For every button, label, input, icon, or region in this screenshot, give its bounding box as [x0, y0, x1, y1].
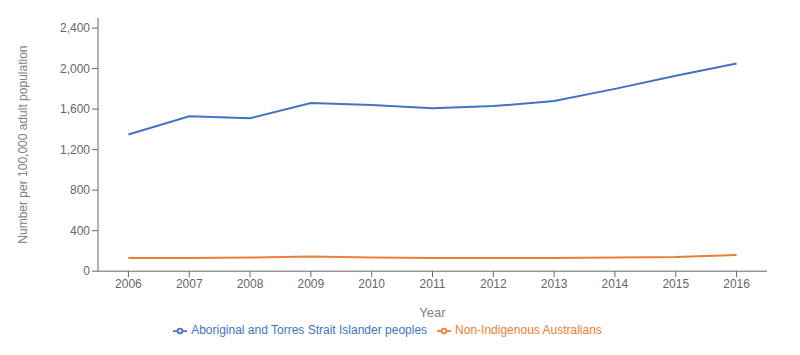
svg-text:2011: 2011	[420, 277, 446, 291]
html-text:Aboriginal and Torres Strait I: Aboriginal and Torres Strait Islander pe…	[191, 323, 428, 338]
svg-text:2015: 2015	[662, 277, 689, 291]
svg-text:2014: 2014	[602, 277, 629, 291]
svg-text:2,400: 2,400	[60, 21, 90, 35]
svg-text:2,000: 2,000	[60, 62, 90, 76]
svg-text:800: 800	[70, 183, 90, 197]
svg-text:2009: 2009	[298, 277, 325, 291]
svg-text:1,600: 1,600	[60, 102, 90, 116]
svg-text:2012: 2012	[480, 277, 507, 291]
svg-text:2007: 2007	[176, 277, 203, 291]
svg-text:2006: 2006	[115, 277, 142, 291]
html-text:Non-Indigenous Australians: Non-Indigenous Australians	[455, 323, 602, 338]
svg-text:2016: 2016	[723, 277, 750, 291]
svg-text:2008: 2008	[237, 277, 264, 291]
svg-text:2013: 2013	[541, 277, 568, 291]
svg-text:Number per 100,000 adult popul: Number per 100,000 adult population	[16, 46, 30, 244]
svg-text:Year: Year	[419, 305, 446, 320]
svg-text:0: 0	[83, 264, 90, 278]
svg-text:2010: 2010	[358, 277, 385, 291]
svg-text:400: 400	[70, 224, 90, 238]
svg-text:1,200: 1,200	[60, 143, 90, 157]
